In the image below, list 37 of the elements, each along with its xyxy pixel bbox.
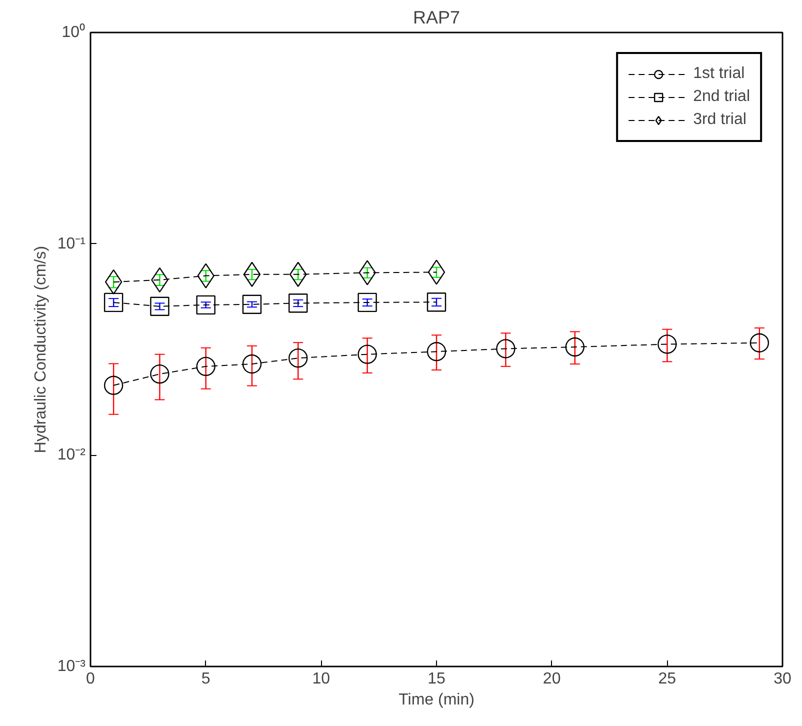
point <box>358 344 377 364</box>
point <box>426 292 446 312</box>
x-tick-label: 25 <box>658 670 676 688</box>
y-tick-label: 10⁰ <box>62 23 86 41</box>
y-tick-label: 10⁻¹ <box>57 235 86 252</box>
point <box>242 354 262 374</box>
point <box>196 356 216 376</box>
x-axis-title: Time (min) <box>398 692 474 708</box>
point <box>496 339 516 358</box>
point <box>288 294 308 313</box>
x-tick-label: 20 <box>542 670 561 688</box>
point <box>243 262 261 287</box>
point <box>196 295 216 315</box>
point <box>658 334 677 354</box>
point <box>428 260 446 285</box>
point <box>750 333 770 352</box>
point <box>565 337 584 357</box>
point <box>104 376 124 395</box>
y-tick-label: 10⁻³ <box>57 658 86 675</box>
legend-label: 1st trial <box>693 65 745 83</box>
y-axis-title: Hydraulic Conductivity (cm/s) <box>32 246 50 454</box>
x-tick-label: 15 <box>428 670 446 688</box>
x-tick-label: 30 <box>774 670 792 688</box>
point <box>288 348 308 368</box>
x-tick-label: 0 <box>86 670 96 688</box>
point <box>150 296 170 316</box>
y-tick-label: 10⁻² <box>57 446 86 464</box>
point <box>358 292 377 312</box>
x-tick-label: 5 <box>201 670 210 688</box>
chart-title: RAP7 <box>412 8 460 28</box>
legend-label: 2nd trial <box>693 88 750 106</box>
point <box>426 342 446 362</box>
point <box>150 364 170 384</box>
point <box>242 294 262 314</box>
point <box>104 292 124 312</box>
x-tick-label: 10 <box>312 670 330 688</box>
legend-label: 3rd trial <box>693 111 746 129</box>
